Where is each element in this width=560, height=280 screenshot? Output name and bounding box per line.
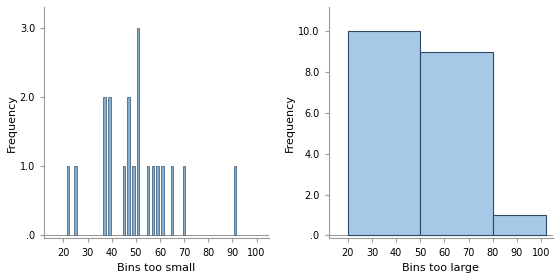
Bar — [161, 166, 164, 235]
Bar — [132, 166, 134, 235]
Bar — [156, 166, 159, 235]
Bar — [123, 166, 125, 235]
Y-axis label: Frequency: Frequency — [286, 94, 295, 152]
Bar — [493, 215, 546, 235]
Bar — [171, 166, 173, 235]
Bar — [147, 166, 149, 235]
Bar — [137, 28, 139, 235]
Bar — [74, 166, 77, 235]
Bar — [183, 166, 185, 235]
X-axis label: Bins too small: Bins too small — [117, 263, 195, 273]
Y-axis label: Frequency: Frequency — [7, 94, 17, 152]
Bar — [67, 166, 69, 235]
Bar — [152, 166, 154, 235]
Bar — [234, 166, 236, 235]
X-axis label: Bins too large: Bins too large — [402, 263, 479, 273]
Bar — [128, 97, 130, 235]
Bar — [348, 31, 420, 235]
Bar — [103, 97, 106, 235]
Bar — [420, 52, 493, 235]
Bar — [108, 97, 110, 235]
